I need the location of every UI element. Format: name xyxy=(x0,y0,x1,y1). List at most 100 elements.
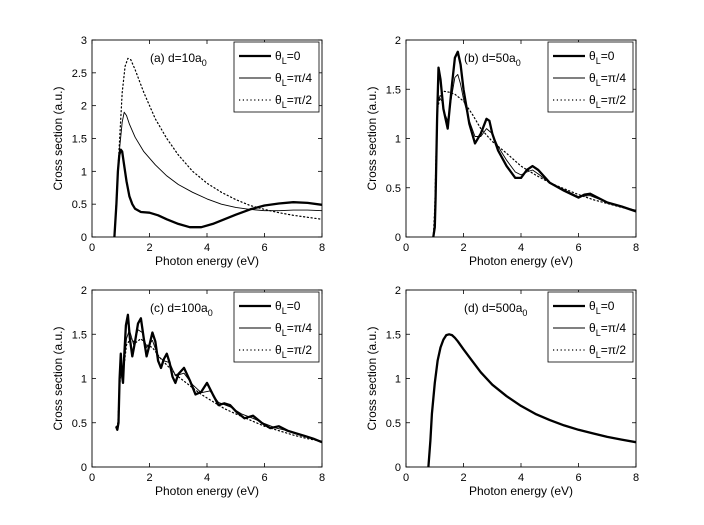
legend-label: θL=π/4 xyxy=(589,321,626,338)
series-line-dotted xyxy=(427,333,636,467)
legend-box xyxy=(547,291,634,363)
y-tick-label: 0.5 xyxy=(72,199,87,211)
legend-label-sub: L xyxy=(282,350,287,360)
series-line-thick xyxy=(115,313,322,444)
y-tick-label: 0.5 xyxy=(386,418,401,430)
y-tick-label: 1.5 xyxy=(386,329,401,341)
legend-label: θL=0 xyxy=(589,49,615,66)
x-axis-label: Photon energy (eV) xyxy=(155,484,259,498)
series-line-thin xyxy=(113,111,322,237)
legend-label-value: =π/2 xyxy=(601,93,627,107)
y-tick-label: 2 xyxy=(81,285,87,297)
x-tick-label: 4 xyxy=(204,472,210,484)
x-tick-label: 6 xyxy=(575,242,581,254)
legend-label: θL=π/2 xyxy=(589,93,626,110)
legend-label-sub: L xyxy=(282,78,287,88)
x-axis-label: Photon energy (eV) xyxy=(155,254,259,268)
x-tick-label: 4 xyxy=(518,242,524,254)
x-tick-label: 6 xyxy=(261,242,267,254)
y-tick-label: 0 xyxy=(81,462,87,474)
series-line-dotted xyxy=(115,338,322,442)
y-tick-label: 1 xyxy=(395,374,401,386)
legend-label-value: =0 xyxy=(287,299,301,313)
panel-label-main: (b) d=50a xyxy=(464,51,516,65)
legend-label: θL=π/4 xyxy=(275,71,312,88)
y-axis-label: Cross section (a.u.) xyxy=(365,86,379,190)
panel-label-sub: 0 xyxy=(522,308,527,318)
legend-box xyxy=(547,41,634,113)
legend-box xyxy=(233,41,320,113)
legend-label: θL=π/4 xyxy=(275,321,312,338)
y-tick-label: 0 xyxy=(395,232,401,244)
x-tick-label: 0 xyxy=(403,472,409,484)
panel-label: (c) d=100a0 xyxy=(150,301,213,318)
x-tick-label: 6 xyxy=(261,472,267,484)
legend-label-symbol: θ xyxy=(589,71,596,85)
legend-label-symbol: θ xyxy=(275,49,282,63)
y-tick-label: 1.5 xyxy=(386,84,401,96)
panel-label-main: (a) d=10a xyxy=(150,51,202,65)
legend-label: θL=π/2 xyxy=(589,343,626,360)
panel-label-main: (d) d=500a xyxy=(464,301,523,315)
legend-label-value: =π/4 xyxy=(287,71,313,85)
legend-label-symbol: θ xyxy=(275,71,282,85)
legend-label-value: =0 xyxy=(601,49,615,63)
legend-label: θL=0 xyxy=(275,299,301,316)
legend-label-sub: L xyxy=(596,78,601,88)
legend-label-value: =0 xyxy=(287,49,301,63)
y-tick-label: 3 xyxy=(81,35,87,47)
y-tick-label: 1 xyxy=(395,134,401,146)
legend-label-symbol: θ xyxy=(275,321,282,335)
x-tick-label: 8 xyxy=(319,472,325,484)
y-tick-label: 0 xyxy=(81,232,87,244)
legend-label-sub: L xyxy=(596,328,601,338)
y-tick-label: 1 xyxy=(81,374,87,386)
x-axis-label: Photon energy (eV) xyxy=(469,484,573,498)
y-axis-label: Cross section (a.u.) xyxy=(365,326,379,430)
panel-label-main: (c) d=100a xyxy=(150,301,208,315)
legend-label-value: =π/4 xyxy=(601,321,627,335)
y-axis-label: Cross section (a.u.) xyxy=(51,86,65,190)
x-tick-label: 8 xyxy=(633,242,639,254)
y-tick-label: 0.5 xyxy=(386,183,401,195)
series-line-dotted xyxy=(432,90,636,237)
y-axis-label: Cross section (a.u.) xyxy=(51,326,65,430)
panel-label: (b) d=50a0 xyxy=(464,51,521,68)
legend-label-symbol: θ xyxy=(275,93,282,107)
legend-label-sub: L xyxy=(596,100,601,110)
legend-label: θL=π/4 xyxy=(589,71,626,88)
y-tick-label: 1.5 xyxy=(72,329,87,341)
legend-label-sub: L xyxy=(596,306,601,316)
y-tick-label: 0.5 xyxy=(72,418,87,430)
legend-label-value: =π/4 xyxy=(601,71,627,85)
x-tick-label: 0 xyxy=(89,472,95,484)
legend-label-sub: L xyxy=(596,350,601,360)
panel-label-sub: 0 xyxy=(202,58,207,68)
legend-label: θL=π/2 xyxy=(275,343,312,360)
legend-label-value: =π/2 xyxy=(287,343,313,357)
legend-label-sub: L xyxy=(282,56,287,66)
y-tick-label: 2 xyxy=(81,101,87,113)
x-tick-label: 4 xyxy=(518,472,524,484)
legend-label-symbol: θ xyxy=(589,343,596,357)
x-tick-label: 2 xyxy=(146,242,152,254)
x-tick-label: 2 xyxy=(460,242,466,254)
legend-box xyxy=(233,291,320,363)
y-tick-label: 2 xyxy=(395,285,401,297)
legend-label: θL=0 xyxy=(589,299,615,316)
series-line-thin xyxy=(432,74,636,237)
legend-label-sub: L xyxy=(282,328,287,338)
series-line-thick xyxy=(113,148,322,237)
series-line-thin xyxy=(115,329,322,442)
legend-label-symbol: θ xyxy=(589,93,596,107)
legend-label: θL=π/2 xyxy=(275,93,312,110)
x-tick-label: 8 xyxy=(319,242,325,254)
panel-a: 0 2 4 6 8 0 0.5 1 1.5 2 2.5 3 Photon energy (eV) Cros… xyxy=(51,35,325,268)
legend-label-sub: L xyxy=(596,56,601,66)
y-tick-label: 2 xyxy=(395,35,401,47)
legend-label-value: =0 xyxy=(601,299,615,313)
